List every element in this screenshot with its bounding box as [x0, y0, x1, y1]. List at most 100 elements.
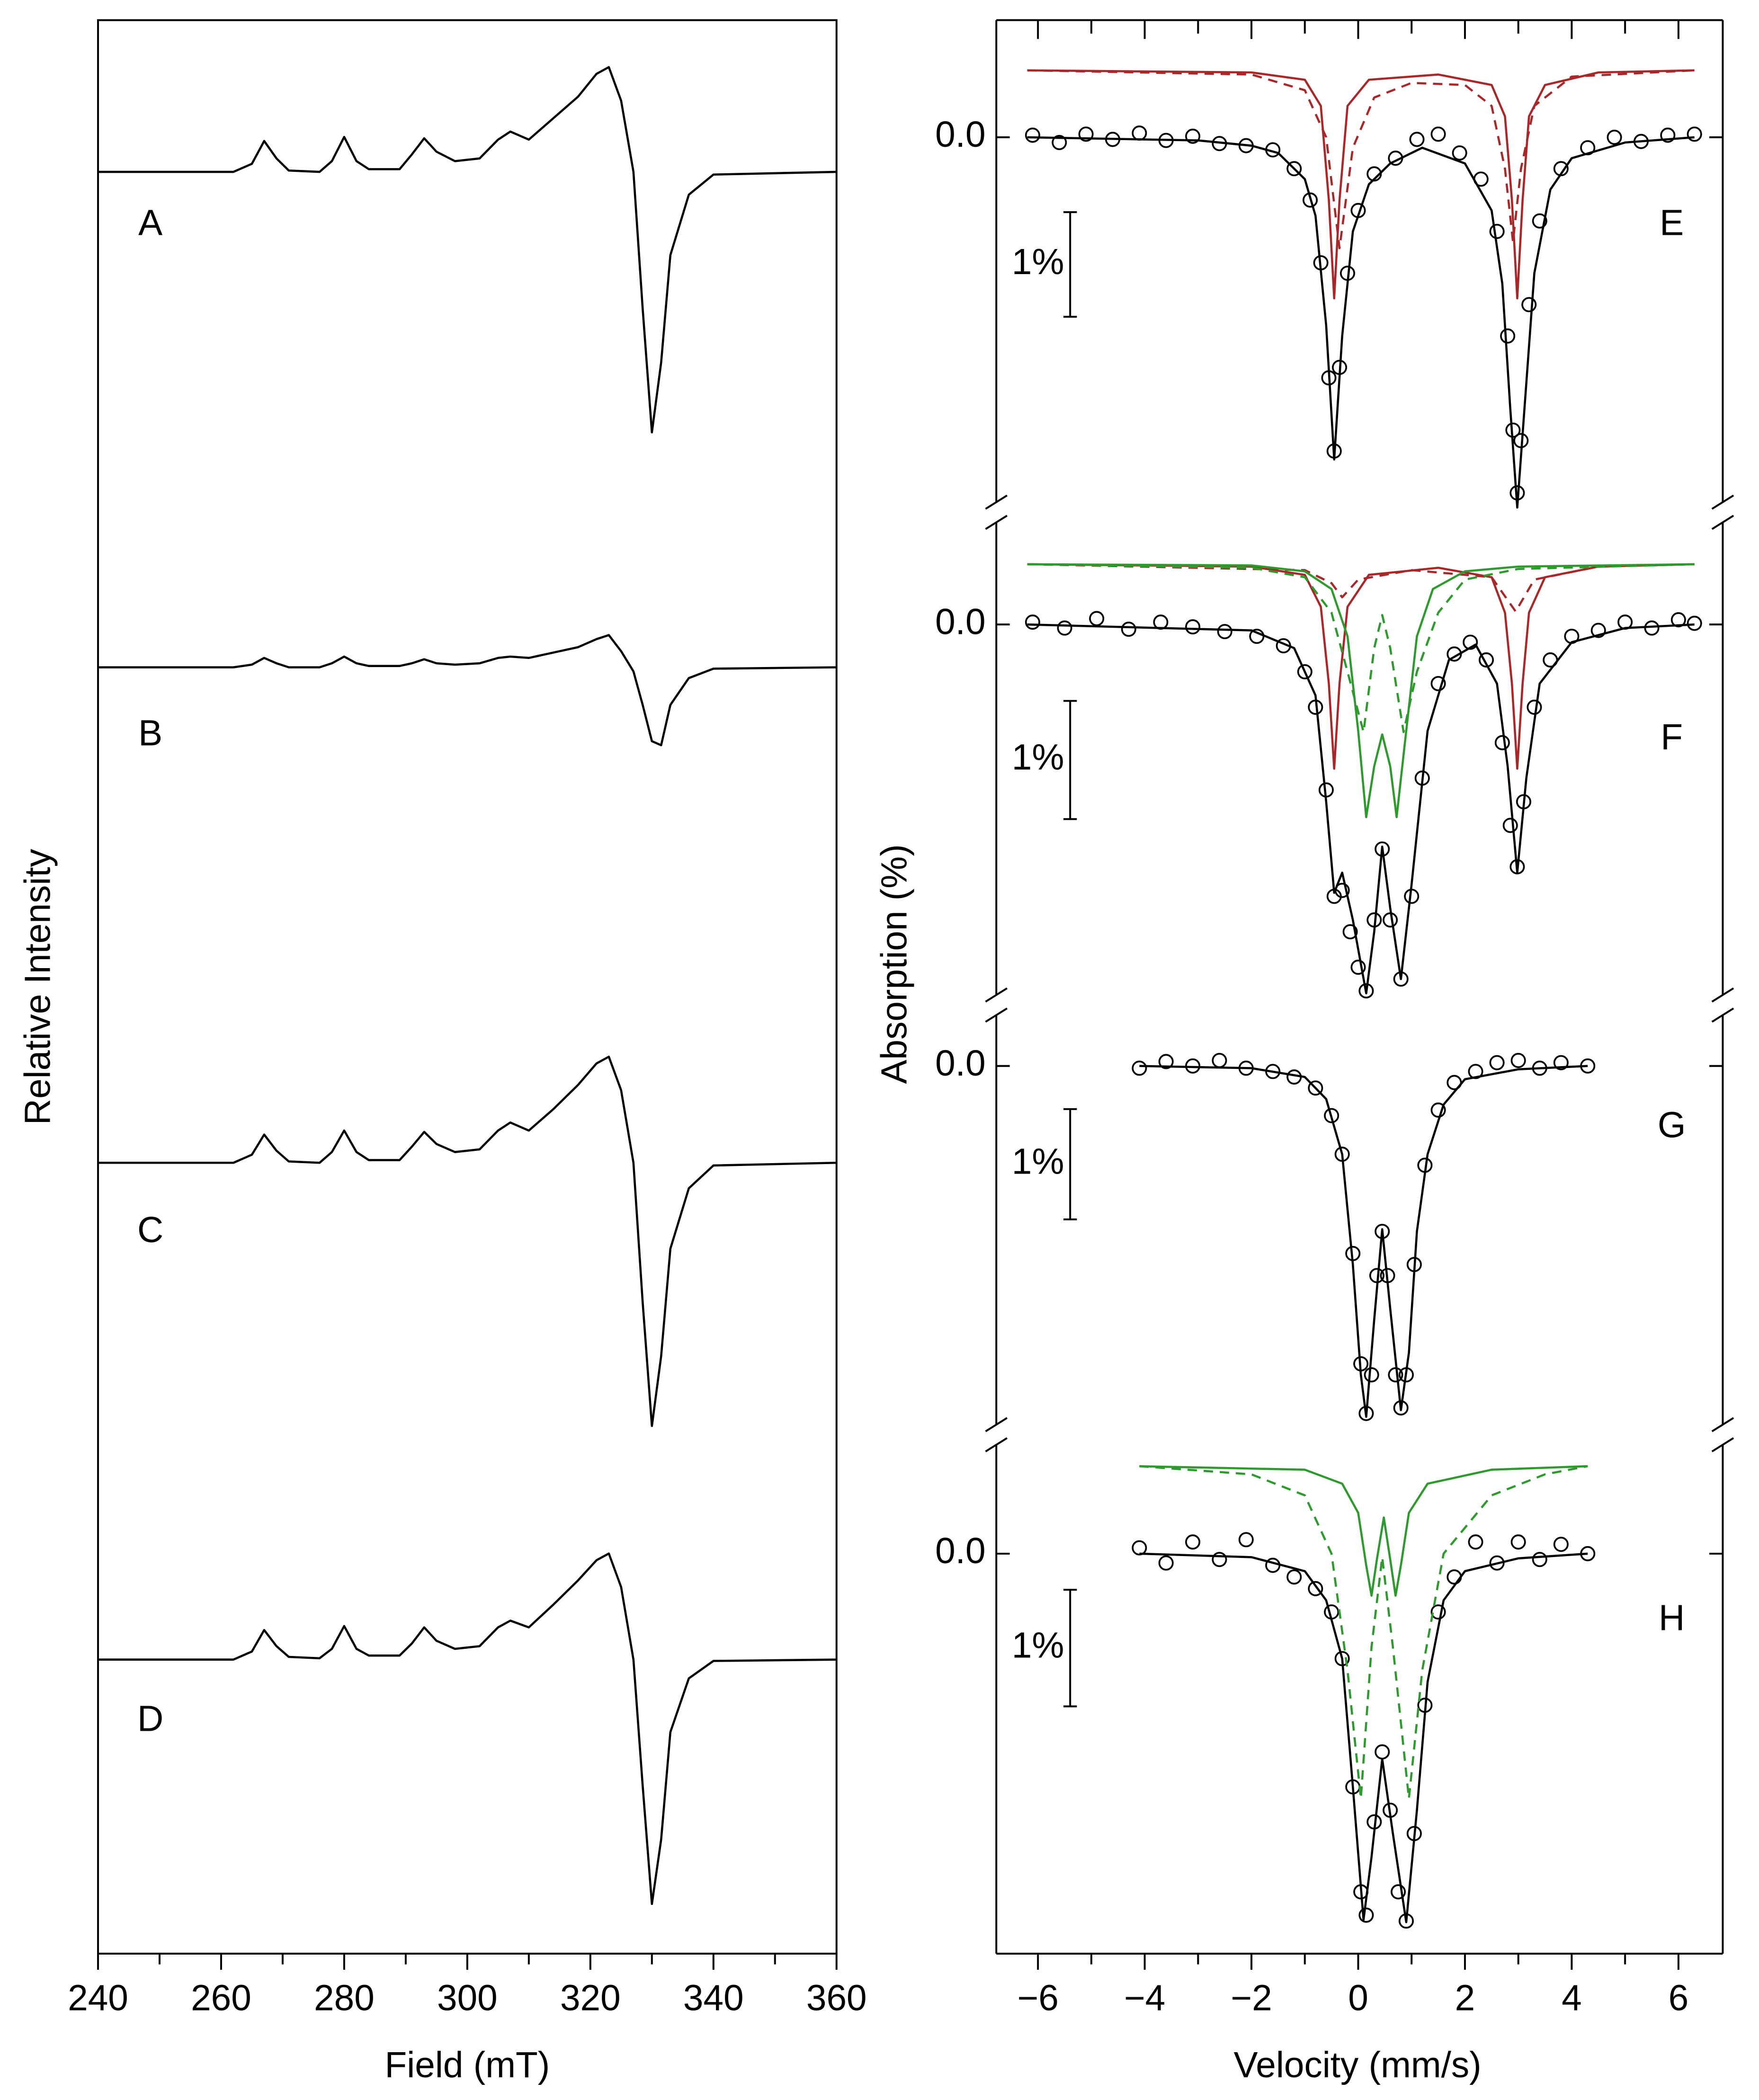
data-point: [1217, 624, 1232, 640]
data-point: [1452, 145, 1467, 161]
y-tick-label: 0.0: [935, 1043, 985, 1084]
data-point: [1489, 223, 1505, 239]
data-point: [1025, 127, 1040, 143]
y-axis-label: Relative Intensity: [18, 848, 58, 1125]
data-point: [1132, 1060, 1147, 1076]
data-point: [1409, 132, 1425, 147]
fit-line: [98, 1552, 837, 1905]
x-tick-label: −6: [1018, 1978, 1059, 2018]
panel-label: G: [1658, 1105, 1686, 1146]
trace-label: B: [138, 713, 162, 754]
trace-label: A: [138, 203, 162, 243]
data-point: [1308, 1581, 1323, 1596]
y-axis-label: Absorption (%): [875, 844, 915, 1084]
fit-line: [1139, 1552, 1588, 1923]
scale-bar-label: 1%: [1012, 738, 1064, 778]
data-point: [1553, 1055, 1569, 1070]
data-point: [1430, 1102, 1446, 1118]
x-tick-label: 240: [68, 1978, 128, 2018]
fit-line: [1139, 1465, 1588, 1597]
data-point: [1185, 1534, 1201, 1550]
y-tick-label: 0.0: [935, 602, 985, 642]
data-point: [1532, 213, 1547, 229]
x-tick-label: 280: [314, 1978, 375, 2018]
data-point: [1502, 818, 1518, 833]
data-point: [1078, 126, 1094, 142]
data-point: [1303, 192, 1318, 208]
data-point: [1212, 1552, 1227, 1567]
data-point: [1185, 128, 1201, 144]
dashed-fit-line: [1027, 563, 1695, 733]
x-tick-label: −2: [1231, 1978, 1272, 2018]
data-point: [1521, 297, 1537, 312]
data-point: [1510, 1053, 1526, 1068]
axis-break: [985, 494, 1008, 510]
dashed-fit-line: [1027, 69, 1695, 249]
x-tick-label: 320: [560, 1978, 621, 2018]
data-point: [1324, 1108, 1339, 1123]
data-point: [1286, 1569, 1302, 1585]
data-point: [1158, 1054, 1174, 1069]
data-point: [1358, 983, 1374, 999]
data-point: [1286, 161, 1302, 177]
data-point: [1489, 1055, 1505, 1070]
data-point: [1391, 1884, 1406, 1900]
data-point: [1358, 1907, 1374, 1923]
data-point: [1532, 1552, 1547, 1567]
fit-line: [98, 1055, 837, 1427]
x-axis-label: Field (mT): [385, 2045, 550, 2085]
fit-line: [1139, 1065, 1588, 1418]
data-point: [1185, 619, 1201, 635]
data-point: [1158, 1555, 1174, 1571]
data-point: [1660, 127, 1676, 143]
data-point: [1057, 620, 1072, 636]
data-point: [1479, 652, 1494, 668]
scale-bar-label: 1%: [1012, 1626, 1064, 1666]
panel-label: H: [1659, 1598, 1685, 1638]
x-tick-label: 260: [191, 1978, 251, 2018]
fit-line: [1027, 563, 1695, 770]
data-point: [1430, 1604, 1446, 1620]
data-point: [1297, 664, 1313, 680]
data-point: [1468, 1534, 1483, 1550]
data-point: [1430, 126, 1446, 142]
data-point: [1510, 1534, 1526, 1550]
data-point: [1590, 623, 1606, 638]
fit-line: [1027, 563, 1695, 819]
data-point: [1052, 135, 1067, 151]
x-tick-label: 340: [683, 1978, 744, 2018]
fit-line: [1027, 69, 1695, 300]
x-axis-label: Velocity (mm/s): [1233, 2045, 1481, 2085]
axis-break: [985, 987, 1008, 1003]
data-point: [1687, 615, 1702, 631]
axis-break: [1711, 987, 1734, 1003]
data-point: [1670, 612, 1686, 628]
fit-line: [1027, 136, 1695, 509]
data-point: [1687, 126, 1702, 142]
axis-break: [985, 1417, 1008, 1433]
data-point: [1430, 676, 1446, 692]
y-tick-label: 0.0: [935, 1531, 985, 1571]
data-point: [1553, 1537, 1569, 1552]
trace-label: D: [137, 1699, 163, 1739]
x-tick-label: 360: [806, 1978, 867, 2018]
fit-line: [1027, 623, 1695, 995]
y-tick-label: 0.0: [935, 115, 985, 155]
axis-break: [1711, 494, 1734, 510]
data-point: [1342, 924, 1358, 940]
x-tick-label: 0: [1348, 1978, 1368, 2018]
x-tick-label: 4: [1562, 1978, 1582, 2018]
x-tick-label: 300: [437, 1978, 498, 2018]
data-point: [1489, 1555, 1505, 1571]
data-point: [1238, 1532, 1254, 1548]
scale-bar-label: 1%: [1012, 1142, 1064, 1182]
fit-line: [98, 66, 837, 434]
fit-line: [98, 634, 837, 747]
data-point: [1350, 960, 1366, 975]
data-point: [1308, 1080, 1323, 1096]
data-point: [1607, 129, 1622, 145]
